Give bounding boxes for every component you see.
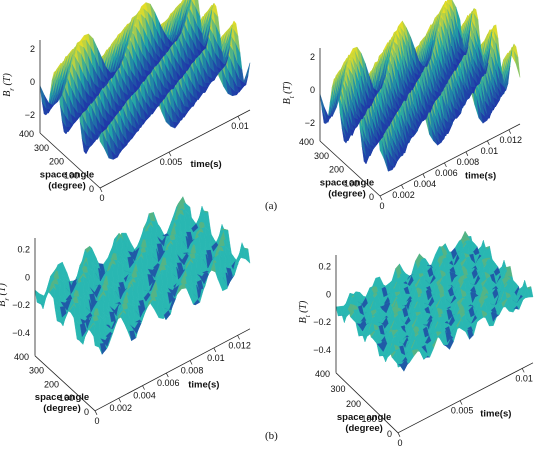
x-tick-label: 0.005 [160,157,183,167]
panel-label-a: (a) [265,200,278,212]
y-tick-label: 300 [330,384,345,394]
y-tick-label: 300 [314,151,329,161]
z-tick-label: 0.2 [17,244,30,254]
x-axis-line [379,123,521,197]
y-tick-label: 200 [346,399,361,409]
y-tick-label: 300 [29,366,44,376]
z-axis-label: Br (T) [0,283,11,307]
x-tick-label: 0.012 [228,340,251,350]
x-tick-label: 0.005 [451,406,474,416]
y-tick-label: 0 [369,192,374,202]
z-axis-label: Br (T) [2,73,16,97]
y-tick-label: 200 [329,165,344,175]
x-tick-label: 0 [99,193,104,203]
x-tick-label: 0.002 [110,403,133,413]
x-axis-label: time(s) [465,170,496,181]
y-tick-label: 400 [299,137,314,147]
y-axis-label: (degree) [48,180,85,191]
x-tick-label: 0.008 [457,157,480,167]
surface-a-left [39,0,251,160]
y-axis-label: space angle [40,169,94,180]
z-tick-label: −2 [25,110,35,120]
y-tick-label: 100 [64,170,79,180]
x-axis-label: time(s) [188,380,219,391]
y-tick-label: 400 [315,369,330,379]
surface-b-left [34,196,251,355]
x-tick-label: 0.006 [157,378,180,388]
x-tick-label: 0.002 [392,190,415,200]
z-tick-label: −0.4 [313,345,331,355]
x-tick-label: 0.006 [435,168,458,178]
y-tick-label: 400 [14,352,29,362]
z-tick-label: 0 [30,77,35,87]
y-tick-label: 300 [34,143,49,153]
x-axis-label: time(s) [480,408,511,419]
surface-b-right [335,230,534,372]
y-tick-label: 100 [59,393,74,403]
x-axis-line [99,109,251,189]
x-tick-label: 0.008 [181,366,204,376]
y-tick-label: 200 [49,157,64,167]
y-tick-label: 0 [89,184,94,194]
y-tick-label: 100 [344,178,359,188]
z-tick-label: 2 [310,52,315,62]
x-tick-label: 0.004 [133,391,156,401]
x-axis-line [94,328,251,412]
y-axis-label: (degree) [328,188,365,199]
z-tick-label: 0 [310,85,315,95]
z-tick-label: −0.2 [12,300,30,310]
y-axis-line [335,372,399,434]
y-axis-line [319,140,381,197]
x-tick-label: 0 [94,416,99,426]
x-tick-label: 0.01 [515,373,533,383]
z-tick-label: 0.2 [318,261,331,271]
y-axis-line [34,355,96,412]
y-tick-label: 0 [84,407,89,417]
z-tick-label: −2 [305,118,315,128]
y-axis-label: space angle [337,412,391,423]
x-tick-label: 0.012 [500,135,523,145]
y-axis-label: space angle [320,177,374,188]
surface-a-right [319,0,521,172]
x-tick-label: 0.01 [231,121,249,131]
x-tick-label: 0.004 [414,179,437,189]
z-tick-label: 0 [25,272,30,282]
y-tick-label: 100 [361,414,376,424]
y-tick-label: 400 [19,129,34,139]
y-tick-label: 0 [387,429,392,439]
x-axis-label: time(s) [191,159,222,170]
z-tick-label: −0.4 [12,328,30,338]
x-tick-label: 0.01 [481,146,499,156]
y-axis-line [39,132,101,189]
x-tick-label: 0.01 [207,353,225,363]
y-axis-label: space angle [35,392,89,403]
z-tick-label: 2 [30,44,35,54]
x-tick-label: 0 [397,438,402,446]
y-axis-label: (degree) [43,403,80,414]
z-tick-label: 0 [326,289,331,299]
x-axis-line [397,362,534,434]
z-tick-label: −0.2 [313,317,331,327]
x-tick-label: 0 [379,201,384,211]
y-tick-label: 200 [44,379,59,389]
z-axis-label: Bt (T) [282,81,296,104]
y-axis-label: (degree) [345,423,382,434]
z-axis-label: Bt (T) [298,300,312,323]
panel-label-b: (b) [265,430,278,442]
